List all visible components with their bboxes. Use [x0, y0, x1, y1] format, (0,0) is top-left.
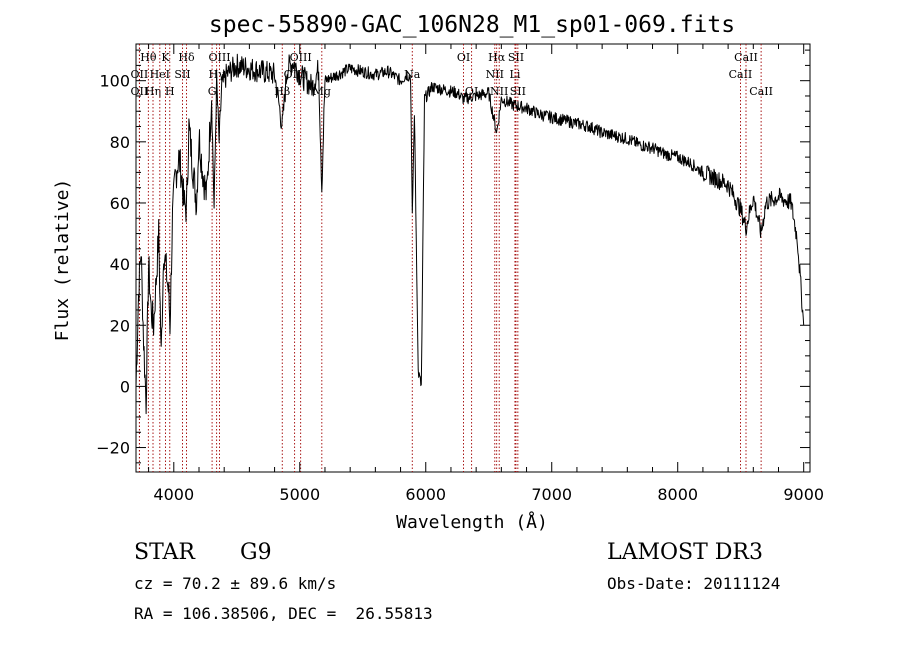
- line-label-21: NII: [490, 85, 508, 98]
- line-label-22: SII: [508, 51, 524, 64]
- line-label-1: OII: [131, 68, 149, 81]
- line-label-13: OIII: [284, 68, 306, 81]
- plot-frame: [135, 43, 811, 473]
- line-label-5: K: [161, 51, 170, 64]
- line-label-24: SII: [510, 85, 526, 98]
- line-label-8: Hδ: [178, 51, 195, 64]
- object-subclass: G9: [240, 540, 272, 565]
- x-tick-label-5000: 5000: [279, 485, 320, 504]
- x-tick-label-6000: 6000: [405, 485, 446, 504]
- spectrum-chart: spec-55890-GAC_106N28_M1_sp01-069.fits H…: [52, 12, 824, 533]
- y-tick-label-40: 40: [110, 255, 130, 274]
- line-label-14: OIII: [290, 51, 312, 64]
- line-label-2: OII: [131, 85, 149, 98]
- survey-name: LAMOST DR3: [607, 540, 763, 565]
- x-tick-label-9000: 9000: [783, 485, 824, 504]
- axes: 4000 5000 6000 7000 8000 9000 −20 0 20 40 60 80 100: [96, 44, 824, 504]
- line-label-7: SII: [174, 68, 190, 81]
- line-label-0: Hθ: [140, 51, 157, 64]
- obs-date: Obs-Date: 20111124: [607, 574, 781, 593]
- line-label-25: CaII: [729, 68, 753, 81]
- coordinates: RA = 106.38506, DEC = 26.55813: [134, 604, 433, 623]
- line-label-27: CaII: [749, 85, 773, 98]
- y-tick-label-20: 20: [110, 316, 130, 335]
- line-label-23: Li: [510, 68, 521, 81]
- x-axis-label: Wavelength (Å): [396, 511, 548, 533]
- chart-title: spec-55890-GAC_106N28_M1_sp01-069.fits: [209, 12, 735, 38]
- x-tick-label-4000: 4000: [153, 485, 194, 504]
- object-class: STAR: [134, 540, 195, 565]
- x-tick-label-8000: 8000: [657, 485, 698, 504]
- line-label-4: HeI: [150, 68, 170, 81]
- line-label-26: CaII: [734, 51, 758, 64]
- line-label-6: H: [165, 85, 175, 98]
- line-label-3: Hη: [145, 85, 161, 98]
- y-tick-label--20: −20: [96, 439, 130, 458]
- spectrum-line: [135, 53, 805, 415]
- line-label-20: Hα: [488, 51, 506, 64]
- y-tick-label-80: 80: [110, 133, 130, 152]
- x-tick-label-7000: 7000: [531, 485, 572, 504]
- line-label-19: NII: [486, 68, 504, 81]
- line-label-17: OI: [457, 51, 470, 64]
- y-tick-label-60: 60: [110, 194, 130, 213]
- y-tick-label-0: 0: [120, 377, 130, 396]
- y-axis-label: Flux (relative): [52, 179, 73, 342]
- redshift-cz: cz = 70.2 ± 89.6 km/s: [134, 574, 337, 593]
- line-label-11: G: [208, 85, 217, 98]
- line-label-15: Mg: [313, 85, 331, 98]
- spectrum-series: [135, 53, 805, 415]
- y-tick-label-100: 100: [99, 72, 130, 91]
- line-label-9: OIII: [208, 51, 230, 64]
- line-label-16: Na: [404, 68, 421, 81]
